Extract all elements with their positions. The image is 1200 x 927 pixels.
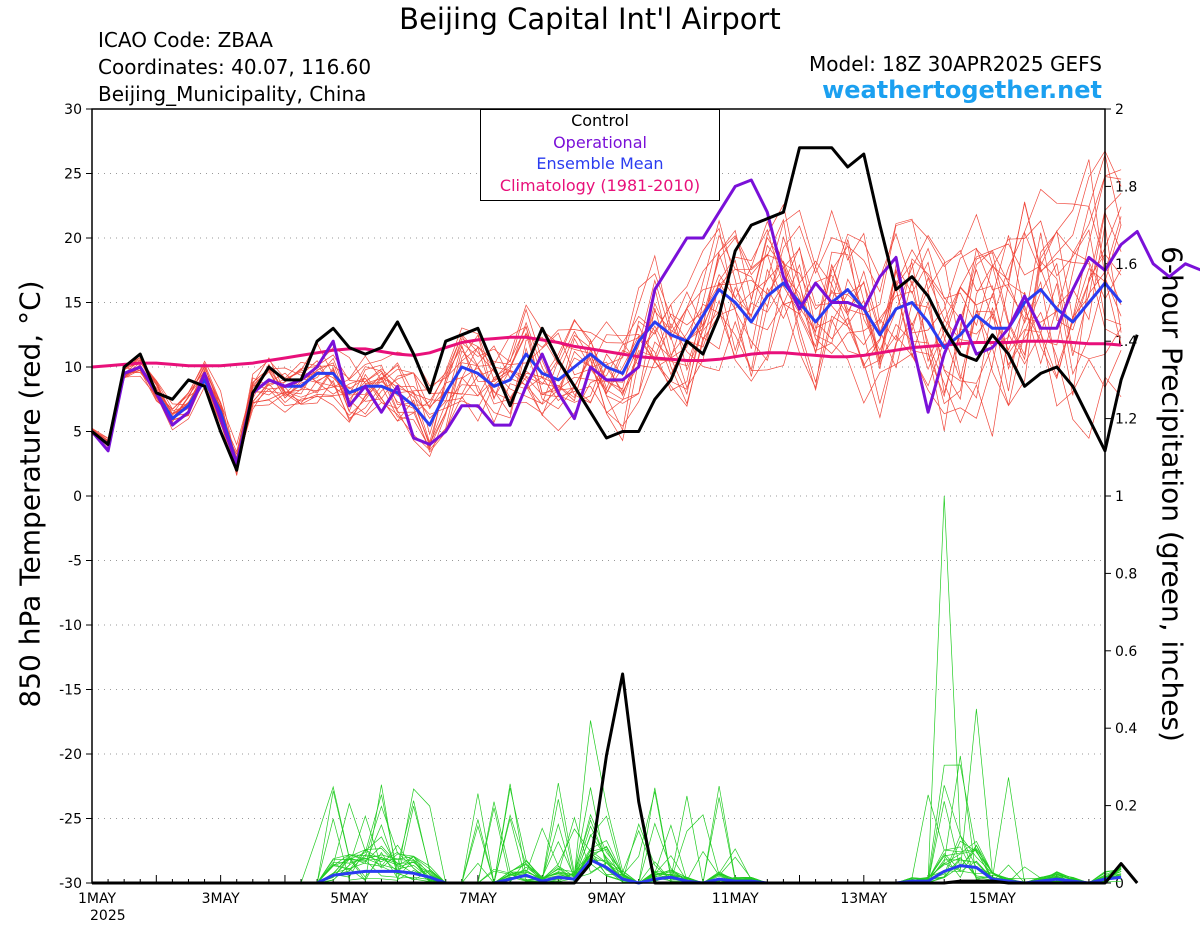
legend-item-operational: Operational: [553, 132, 647, 152]
x-tick-label: 11MAY: [712, 891, 759, 907]
y-tick-label: -10: [59, 618, 82, 634]
y2-tick-label: 1.6: [1115, 257, 1137, 273]
y-tick-label: -30: [59, 876, 82, 892]
y2-tick-label: 0.8: [1115, 566, 1137, 582]
y-tick-label: -20: [59, 747, 82, 763]
coordinates: Coordinates: 40.07, 116.60: [98, 55, 372, 79]
y-tick-label: 25: [64, 167, 82, 183]
x-tick-label: 5MAY: [330, 891, 368, 907]
y-tick-label: -25: [59, 812, 82, 828]
chart-title: Beijing Capital Int'l Airport: [399, 2, 781, 36]
temp-member-line: [91, 219, 1122, 472]
temp-operational-line: [90, 178, 1200, 466]
temp-control-line: [91, 146, 1139, 472]
legend: Control Operational Ensemble Mean Climat…: [480, 109, 720, 201]
y-tick-label: 30: [64, 102, 82, 118]
y-tick-label: 5: [73, 425, 82, 441]
temp-member-line: [91, 188, 1122, 467]
y2-tick-label: 0.2: [1115, 799, 1137, 815]
temp-member-line: [91, 224, 1122, 465]
y2-tick-label: 1: [1115, 489, 1124, 505]
y2-tick-label: 0.4: [1115, 721, 1137, 737]
precip-member-line: [92, 816, 1122, 884]
x-tick-label: 13MAY: [840, 891, 887, 907]
precip-member-line: [92, 495, 1122, 884]
plot-frame: [91, 108, 1106, 884]
precip-members: [92, 495, 1122, 884]
y-tick-label: -15: [59, 683, 82, 699]
y-tick-label: 0: [73, 489, 82, 505]
legend-item-control: Control: [571, 111, 629, 130]
icao-code: ICAO Code: ZBAA: [98, 28, 273, 52]
legend-item-climatology: Climatology (1981-2010): [499, 175, 701, 195]
temp-member-line: [91, 231, 1122, 459]
precip-member-line: [92, 819, 1122, 884]
x-tick-label: 9MAY: [588, 891, 626, 907]
region: Beijing_Municipality, China: [98, 82, 367, 106]
y-tick-label: 10: [64, 360, 82, 376]
y-tick-label: -5: [68, 554, 82, 570]
temp-member-line: [91, 169, 1122, 472]
model-run: Model: 18Z 30APR2025 GEFS: [809, 52, 1102, 76]
y2-tick-label: 0.6: [1115, 644, 1137, 660]
y-tick-label: 20: [64, 231, 82, 247]
x-tick-label: 1MAY: [78, 891, 116, 907]
y2-tick-label: 2: [1115, 102, 1124, 118]
x-tick-label: 15MAY: [969, 891, 1016, 907]
x-tick-label: 7MAY: [459, 891, 497, 907]
y2-tick-label: 1.8: [1115, 179, 1137, 195]
site-link[interactable]: weathertogether.net: [822, 76, 1102, 104]
legend-item-mean: Ensemble Mean: [536, 154, 664, 173]
y2-tick-label: 1.2: [1115, 412, 1137, 428]
temp-member-line: [91, 193, 1122, 460]
y2-tick-label: 0: [1115, 876, 1124, 892]
x-tick-year: 2025: [90, 908, 126, 924]
x-tick-label: 3MAY: [202, 891, 240, 907]
temp-member-line: [91, 203, 1122, 466]
y-tick-label: 15: [64, 296, 82, 312]
